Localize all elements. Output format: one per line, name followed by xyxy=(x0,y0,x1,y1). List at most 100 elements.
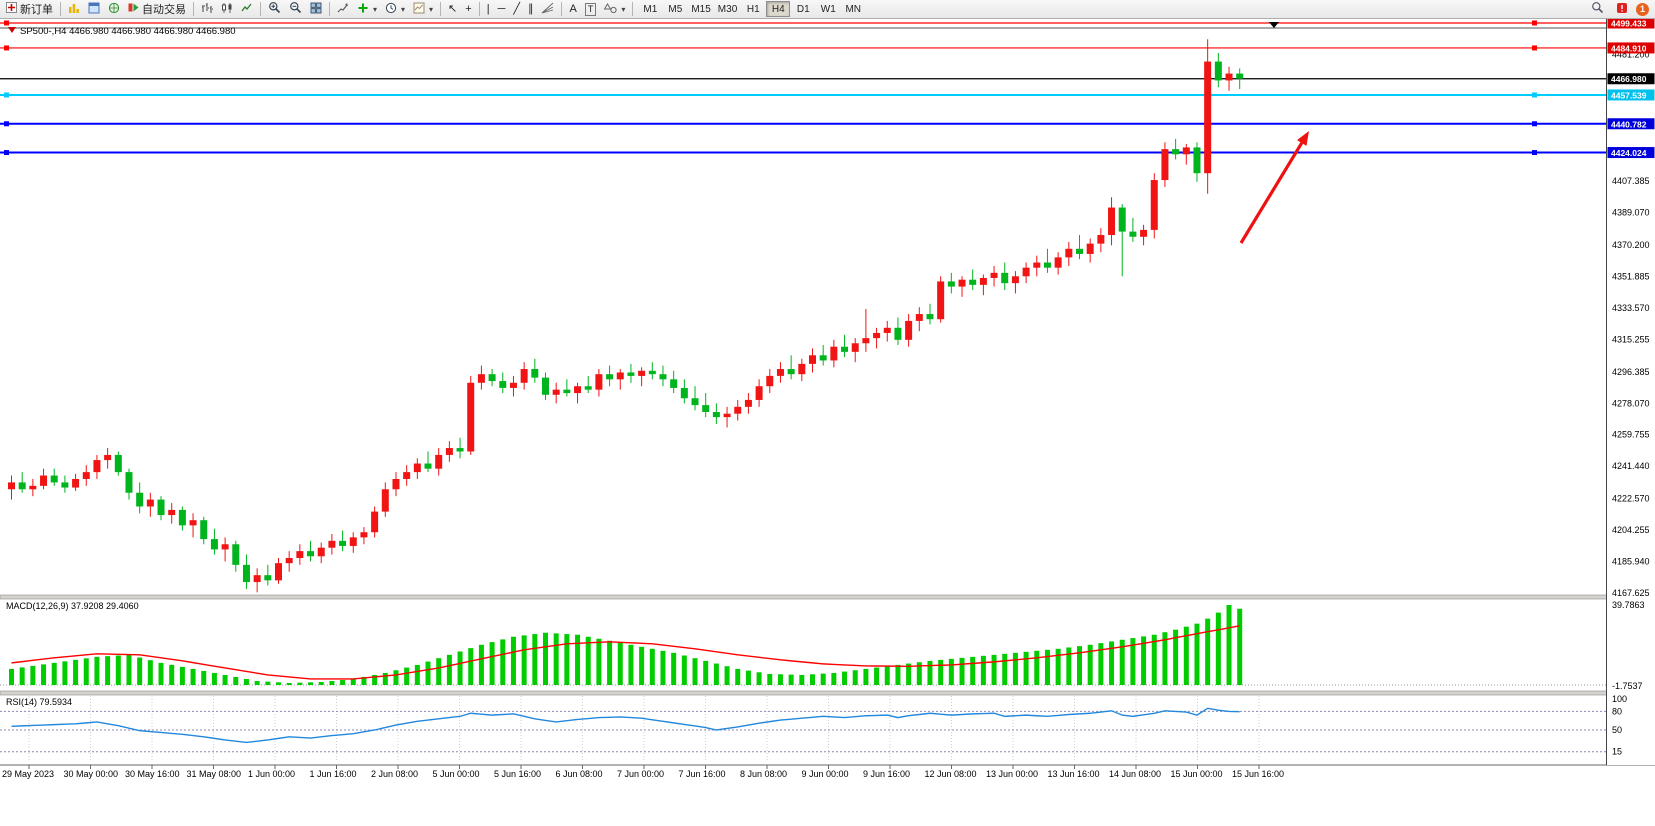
arrow-annotation[interactable] xyxy=(1239,142,1304,244)
line-handle[interactable] xyxy=(4,20,9,26)
price-axis[interactable] xyxy=(1607,19,1655,765)
candle-body xyxy=(104,454,112,461)
candle-body xyxy=(317,547,325,557)
fibonacci-icon xyxy=(541,2,554,17)
price-badge-text: 4457.539 xyxy=(1611,90,1647,100)
macd-bar xyxy=(617,642,623,685)
navigator-icon xyxy=(108,2,120,17)
rsi-panel-divider[interactable] xyxy=(0,690,1655,696)
arrow-annotation-head[interactable] xyxy=(1297,131,1309,146)
timeframe-button-mn[interactable]: MN xyxy=(841,1,865,17)
macd-bar xyxy=(756,672,762,685)
time-axis-label: 7 Jun 00:00 xyxy=(617,769,664,779)
fibonacci-button[interactable] xyxy=(537,1,558,17)
chart-header-title: SP500-,H4 4466.980 4466.980 4466.980 446… xyxy=(20,26,236,37)
line-handle[interactable] xyxy=(1532,92,1537,98)
timeframe-button-m5[interactable]: M5 xyxy=(663,1,687,17)
macd-bar xyxy=(1237,608,1243,685)
bar-chart-button[interactable] xyxy=(197,1,217,17)
price-axis-label: 4296.385 xyxy=(1612,367,1650,377)
time-axis-label: 9 Jun 00:00 xyxy=(802,769,849,779)
search-button[interactable] xyxy=(1587,1,1608,17)
timeframe-button-m15[interactable]: M15 xyxy=(688,1,713,17)
profile-chart-up-button[interactable] xyxy=(333,1,353,17)
vertical-line-button[interactable]: | xyxy=(483,1,494,17)
price-axis-label: 4333.570 xyxy=(1612,303,1650,313)
candle-body xyxy=(381,489,389,512)
candle-body xyxy=(862,338,870,344)
timeframe-button-w1[interactable]: W1 xyxy=(816,1,840,17)
shapes-button[interactable]: ▾ xyxy=(600,1,629,17)
timeframe-button-h1[interactable]: H1 xyxy=(741,1,765,17)
navigator-button[interactable] xyxy=(104,1,124,17)
candlestick-chart-button[interactable] xyxy=(217,1,237,17)
candle-body xyxy=(413,463,421,473)
macd-bar xyxy=(1226,604,1232,685)
macd-bar xyxy=(222,674,228,685)
zoom-in-button[interactable] xyxy=(264,1,285,17)
timeframe-button-m30[interactable]: M30 xyxy=(715,1,740,17)
time-axis-label: 31 May 08:00 xyxy=(187,769,242,779)
candle-body xyxy=(1193,147,1201,174)
notification-badge[interactable]: 1 xyxy=(1636,2,1649,16)
alerts-button[interactable] xyxy=(1612,1,1632,17)
macd-panel-divider[interactable] xyxy=(0,594,1655,600)
rsi-axis-label: 80 xyxy=(1612,706,1622,716)
separator xyxy=(478,2,480,16)
line-handle[interactable] xyxy=(1532,150,1537,156)
market-watch-button[interactable] xyxy=(64,1,84,17)
crosshair-button[interactable]: + xyxy=(461,1,475,17)
macd-bar xyxy=(425,661,431,685)
macd-bar xyxy=(105,656,111,685)
indicators-button[interactable]: ▾ xyxy=(353,1,381,17)
price-badge xyxy=(1607,42,1655,54)
candle-body xyxy=(232,544,240,565)
line-handle[interactable] xyxy=(4,92,9,98)
line-handle[interactable] xyxy=(1532,121,1537,127)
channel-button[interactable]: ∥ xyxy=(524,1,538,17)
line-chart-button[interactable] xyxy=(237,1,257,17)
macd-bar xyxy=(382,672,388,685)
new-order-icon xyxy=(6,2,17,16)
timeframe-button-h4[interactable]: H4 xyxy=(766,1,791,17)
line-handle[interactable] xyxy=(4,150,9,156)
timeframe-button-m1[interactable]: M1 xyxy=(638,1,662,17)
line-handle[interactable] xyxy=(4,121,9,127)
price-badge xyxy=(1607,19,1655,29)
line-handle[interactable] xyxy=(4,45,9,51)
time-axis-label: 15 Jun 16:00 xyxy=(1232,769,1284,779)
new-order-button[interactable]: 新订单 xyxy=(2,1,57,17)
candle-body xyxy=(883,327,891,333)
chart-shift-marker[interactable] xyxy=(1269,22,1279,28)
macd-bar xyxy=(703,660,709,685)
zoom-out-button[interactable] xyxy=(285,1,306,17)
candle-body xyxy=(467,382,475,452)
cursor-button[interactable]: ↖ xyxy=(444,1,461,17)
candle-body xyxy=(157,499,165,516)
line-handle[interactable] xyxy=(1532,45,1537,51)
text-button[interactable]: A xyxy=(565,1,580,17)
tile-windows-button[interactable] xyxy=(306,1,326,17)
macd-bar xyxy=(158,662,164,685)
time-axis-label: 7 Jun 16:00 xyxy=(679,769,726,779)
macd-bar xyxy=(980,655,986,685)
data-window-button[interactable] xyxy=(84,1,104,17)
macd-bar xyxy=(564,634,570,685)
timeframe-button-d1[interactable]: D1 xyxy=(791,1,815,17)
price-badge-text: 4484.910 xyxy=(1611,43,1647,53)
periods-button[interactable]: ▾ xyxy=(381,1,409,17)
candle-body xyxy=(1236,73,1244,79)
chart-window: SP500-,H4 4466.980 4466.980 4466.980 446… xyxy=(0,19,1655,826)
text-label-button[interactable]: T xyxy=(581,1,601,17)
macd-bar xyxy=(41,664,47,685)
horizontal-line-button[interactable]: ─ xyxy=(494,1,510,17)
search-icon xyxy=(1591,1,1604,17)
macd-bar xyxy=(137,657,143,685)
candle-body xyxy=(1172,149,1180,155)
auto-trading-button[interactable]: 自动交易 xyxy=(124,1,190,17)
templates-button[interactable]: ▾ xyxy=(409,1,437,17)
line-handle[interactable] xyxy=(1532,20,1537,26)
trendline-button[interactable]: ╱ xyxy=(509,1,524,17)
macd-bar xyxy=(788,674,794,685)
candle-body xyxy=(851,343,859,352)
